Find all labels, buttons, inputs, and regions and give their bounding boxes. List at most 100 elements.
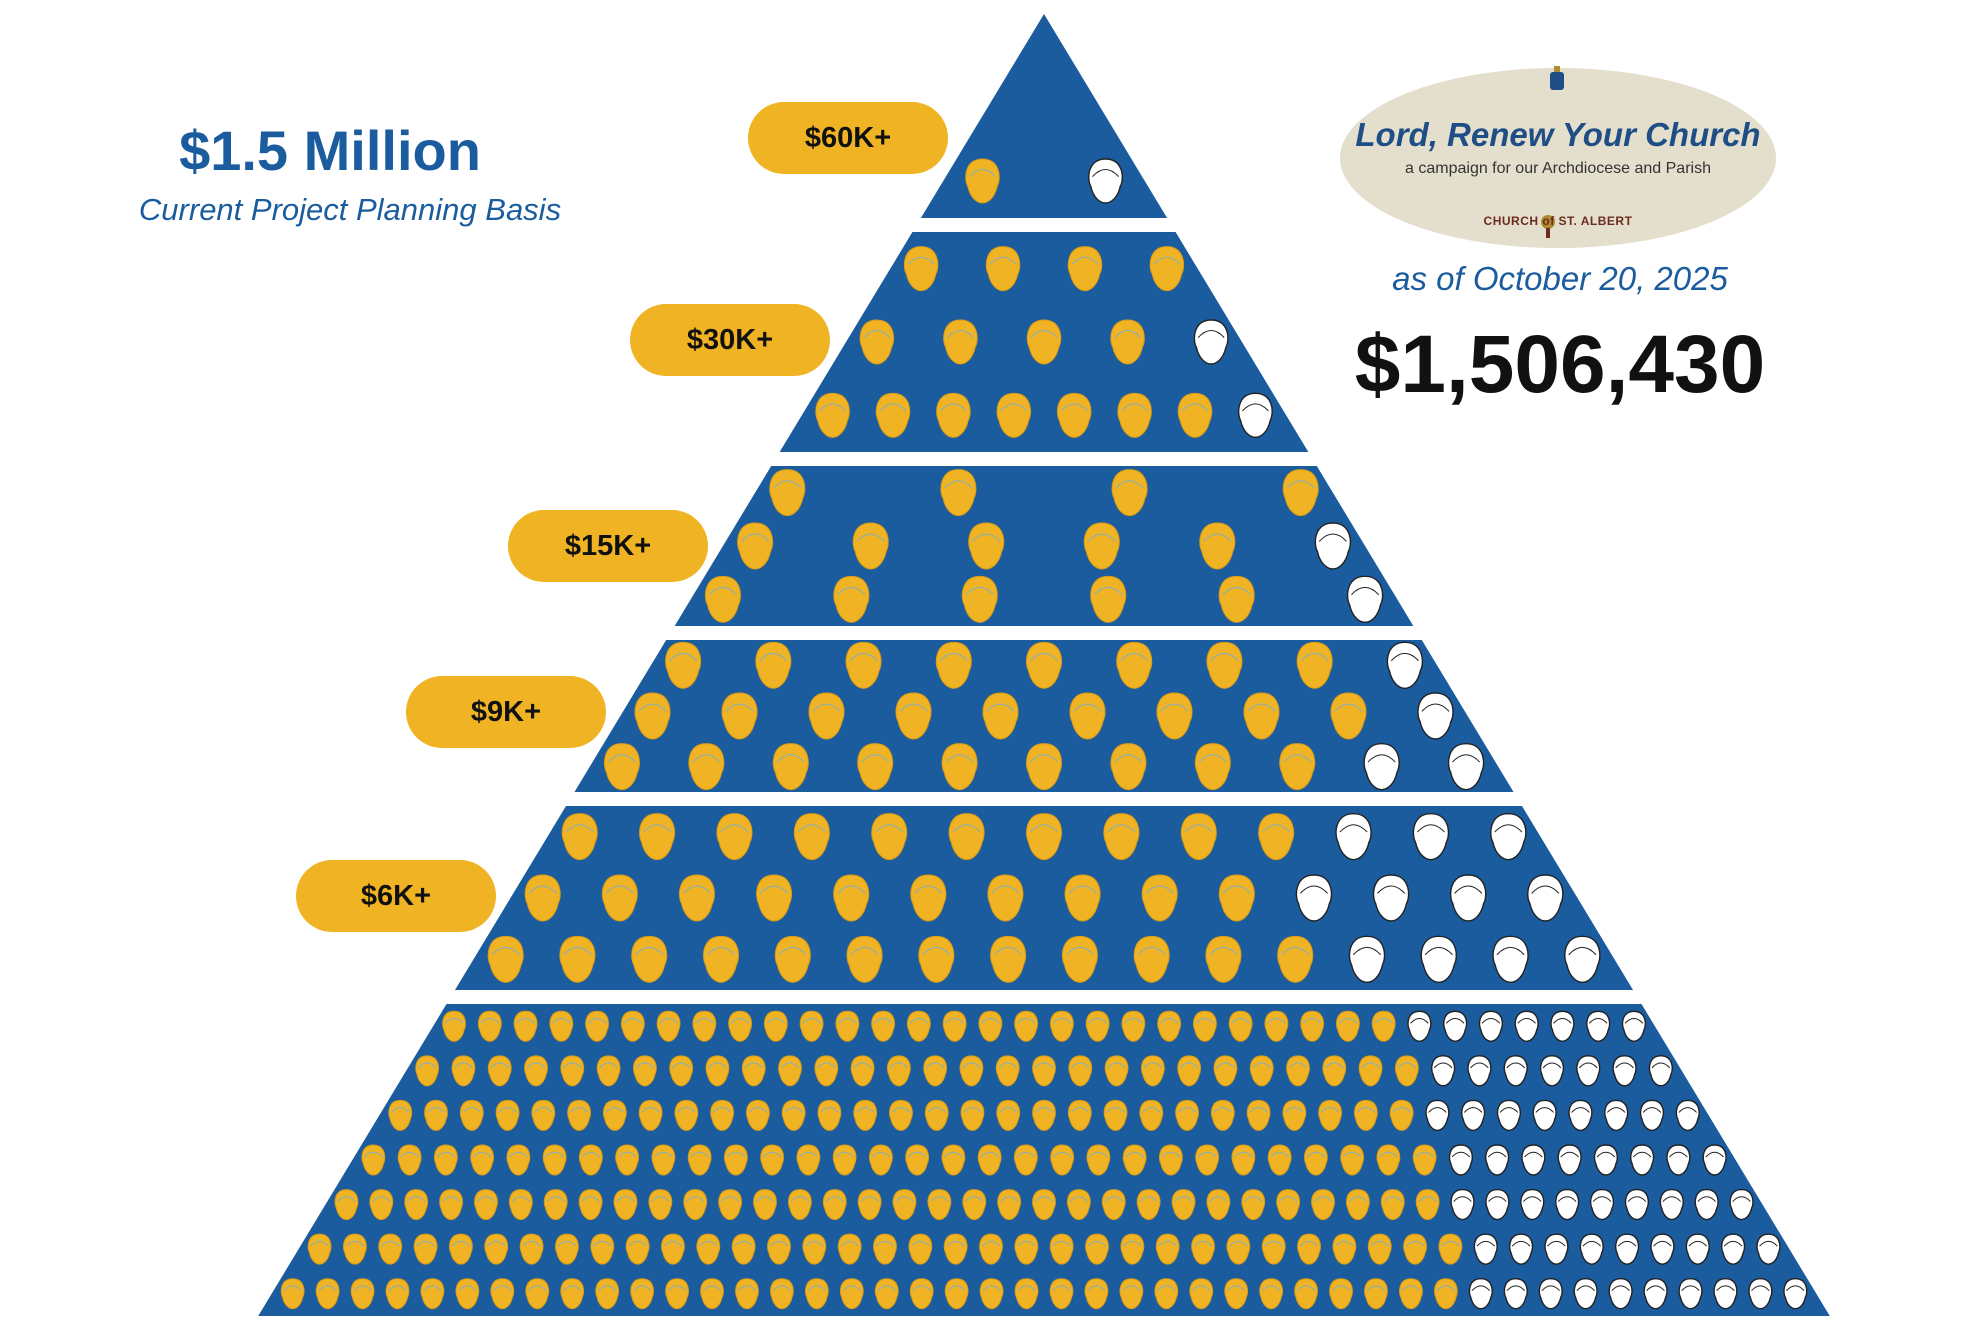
person-head-outline-icon <box>1568 1099 1593 1132</box>
person-head-gold-icon <box>1318 1099 1342 1131</box>
person-head-gold-icon <box>1433 1278 1458 1310</box>
person-head-gold-icon <box>634 692 671 740</box>
person-head-gold-icon <box>1085 1010 1110 1042</box>
person-head-gold-icon <box>1122 1144 1147 1176</box>
person-head-gold-icon <box>1336 1010 1360 1042</box>
person-head-outline-icon <box>1783 1278 1808 1310</box>
person-head-gold-icon <box>763 1010 788 1042</box>
person-head-gold-icon <box>985 246 1021 292</box>
person-head-gold-icon <box>603 743 640 791</box>
person-head-gold-icon <box>1084 1278 1109 1310</box>
monstrance-icon <box>1541 215 1555 238</box>
person-head-gold-icon <box>1311 1189 1335 1221</box>
person-head-gold-icon <box>484 1233 509 1265</box>
person-head-gold-icon <box>741 1055 766 1087</box>
person-head-gold-icon <box>979 1278 1004 1310</box>
person-head-gold-icon <box>656 1010 681 1042</box>
tier-pill-5 <box>296 860 496 932</box>
person-head-outline-icon <box>1612 1055 1637 1087</box>
person-head-gold-icon <box>1064 874 1101 922</box>
person-head-outline-icon <box>1490 812 1527 861</box>
person-head-gold-icon <box>543 1189 568 1221</box>
person-head-gold-icon <box>996 1099 1021 1131</box>
person-head-gold-icon <box>1403 1233 1427 1265</box>
person-head-outline-icon <box>1538 1278 1563 1310</box>
person-head-gold-icon <box>1210 1099 1235 1131</box>
person-head-gold-icon <box>1376 1144 1401 1176</box>
person-head-outline-icon <box>1748 1278 1773 1310</box>
person-head-gold-icon <box>1049 1278 1074 1310</box>
goal-amount: $1.5 Million <box>179 119 481 182</box>
person-head-outline-icon <box>1532 1099 1557 1132</box>
person-head-outline-icon <box>1485 1188 1510 1221</box>
as-of-date: as of October 20, 2025 <box>1392 260 1728 297</box>
person-head-gold-icon <box>1380 1189 1405 1221</box>
person-head-gold-icon <box>1193 1010 1217 1042</box>
person-head-gold-icon <box>909 1278 934 1310</box>
person-head-gold-icon <box>718 1189 742 1221</box>
person-head-gold-icon <box>1389 1099 1414 1131</box>
person-head-gold-icon <box>735 1278 759 1310</box>
person-head-gold-icon <box>978 1010 1003 1042</box>
person-head-gold-icon <box>703 935 739 983</box>
person-head-gold-icon <box>620 1010 645 1042</box>
person-head-gold-icon <box>567 1099 591 1131</box>
person-head-gold-icon <box>704 575 741 623</box>
person-head-gold-icon <box>674 1099 699 1131</box>
person-head-gold-icon <box>1177 392 1213 438</box>
person-head-gold-icon <box>1104 1055 1129 1087</box>
person-head-gold-icon <box>871 1010 895 1042</box>
pyramid-band-4 <box>574 640 1514 792</box>
person-head-gold-icon <box>1068 1055 1093 1087</box>
person-head-outline-icon <box>1314 522 1352 570</box>
person-head-outline-icon <box>1514 1010 1539 1042</box>
total-raised: $1,506,430 <box>1354 319 1766 410</box>
person-head-outline-icon <box>1729 1188 1754 1221</box>
person-head-outline-icon <box>1412 812 1450 861</box>
person-head-gold-icon <box>638 1099 663 1131</box>
person-head-gold-icon <box>542 1144 567 1176</box>
person-head-gold-icon <box>1353 1099 1378 1131</box>
person-head-outline-icon <box>1521 1144 1546 1176</box>
person-head-gold-icon <box>665 1278 689 1310</box>
person-head-gold-icon <box>796 1144 821 1176</box>
person-head-gold-icon <box>996 392 1031 438</box>
person-head-outline-icon <box>1238 392 1273 439</box>
person-head-gold-icon <box>1139 1099 1164 1131</box>
person-head-outline-icon <box>1678 1278 1703 1310</box>
person-head-gold-icon <box>755 641 792 689</box>
person-head-gold-icon <box>1085 1233 1109 1265</box>
person-head-gold-icon <box>835 1010 860 1042</box>
person-head-gold-icon <box>731 1233 756 1265</box>
person-head-gold-icon <box>385 1278 410 1310</box>
person-head-gold-icon <box>892 1189 917 1221</box>
person-head-gold-icon <box>490 1278 515 1310</box>
person-head-gold-icon <box>910 874 947 922</box>
person-head-outline-icon <box>1088 158 1123 204</box>
person-head-gold-icon <box>513 1010 538 1042</box>
person-head-gold-icon <box>721 692 758 740</box>
person-head-gold-icon <box>1069 692 1106 740</box>
person-head-gold-icon <box>1014 1278 1039 1310</box>
person-head-gold-icon <box>837 1233 862 1265</box>
person-head-outline-icon <box>1721 1233 1746 1265</box>
person-head-gold-icon <box>769 469 806 517</box>
person-head-outline-icon <box>1579 1233 1604 1265</box>
person-head-outline-icon <box>1348 935 1386 984</box>
person-head-gold-icon <box>728 1010 752 1042</box>
person-head-gold-icon <box>1300 1010 1325 1042</box>
person-head-gold-icon <box>1332 1233 1357 1265</box>
person-head-gold-icon <box>578 1189 603 1221</box>
person-head-outline-icon <box>1386 641 1424 690</box>
person-head-gold-icon <box>361 1144 386 1176</box>
person-head-outline-icon <box>1508 1233 1534 1265</box>
person-head-gold-icon <box>602 1099 627 1131</box>
person-head-outline-icon <box>1450 1188 1475 1221</box>
person-head-gold-icon <box>439 1189 463 1221</box>
person-head-gold-icon <box>1111 469 1148 517</box>
person-head-gold-icon <box>1026 319 1062 365</box>
person-head-gold-icon <box>477 1010 502 1042</box>
person-head-gold-icon <box>404 1189 429 1221</box>
person-head-gold-icon <box>814 1055 839 1087</box>
campaign-title: Lord, Renew Your Church <box>1355 116 1761 153</box>
